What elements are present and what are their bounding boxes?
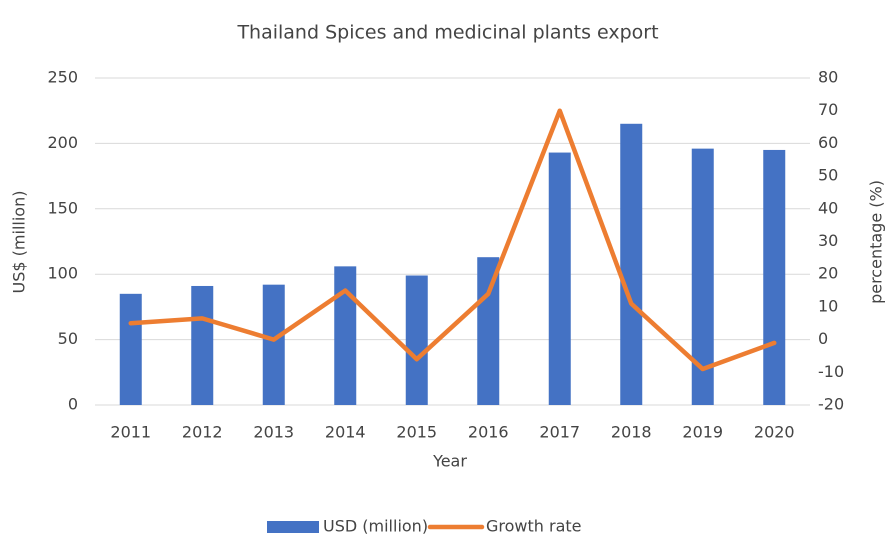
x-tick-label: 2020 — [754, 423, 795, 442]
legend-label: USD (million) — [323, 517, 428, 536]
y-tick-label: 200 — [47, 133, 78, 152]
bar — [334, 266, 357, 405]
bar — [262, 284, 285, 405]
y-axis-label: US$ (million) — [10, 191, 29, 294]
x-tick-label: 2013 — [253, 423, 294, 442]
x-tick-label: 2017 — [539, 423, 580, 442]
x-axis-label: Year — [432, 452, 467, 471]
y-tick-label: 0 — [68, 395, 78, 414]
bar — [763, 149, 786, 405]
y2-tick-label: 50 — [818, 166, 838, 185]
y-tick-label: 50 — [58, 329, 78, 348]
y2-tick-label: 0 — [818, 329, 828, 348]
bar — [620, 123, 643, 405]
y2-tick-label: -20 — [818, 395, 844, 414]
x-tick-label: 2012 — [182, 423, 223, 442]
line — [128, 108, 777, 372]
x-tick-label: 2011 — [110, 423, 151, 442]
x-tick-label: 2014 — [325, 423, 366, 442]
y2-tick-label: 40 — [818, 198, 838, 217]
y2-tick-label: 80 — [818, 68, 838, 87]
bar — [548, 152, 571, 405]
bar — [191, 285, 214, 405]
y2-tick-label: 10 — [818, 296, 838, 315]
y2-tick-label: 60 — [818, 133, 838, 152]
legend-swatch — [267, 521, 319, 533]
bar — [477, 257, 500, 405]
y-tick-label: 100 — [47, 264, 78, 283]
y-tick-label: 250 — [47, 68, 78, 87]
y2-axis-label: percentage (%) — [867, 180, 886, 304]
y2-tick-label: 70 — [818, 100, 838, 119]
x-tick-label: 2019 — [682, 423, 723, 442]
y-tick-label: 150 — [47, 198, 78, 217]
y2-tick-label: 20 — [818, 264, 838, 283]
x-tick-label: 2018 — [611, 423, 652, 442]
y2-tick-label: 30 — [818, 231, 838, 250]
bar — [405, 275, 428, 405]
x-tick-label: 2015 — [396, 423, 437, 442]
bar — [691, 148, 714, 405]
x-tick-label: 2016 — [468, 423, 509, 442]
chart-title: Thailand Spices and medicinal plants exp… — [236, 22, 658, 44]
legend-label: Growth rate — [486, 517, 582, 536]
y2-tick-label: -10 — [818, 362, 844, 381]
bar — [119, 293, 142, 405]
